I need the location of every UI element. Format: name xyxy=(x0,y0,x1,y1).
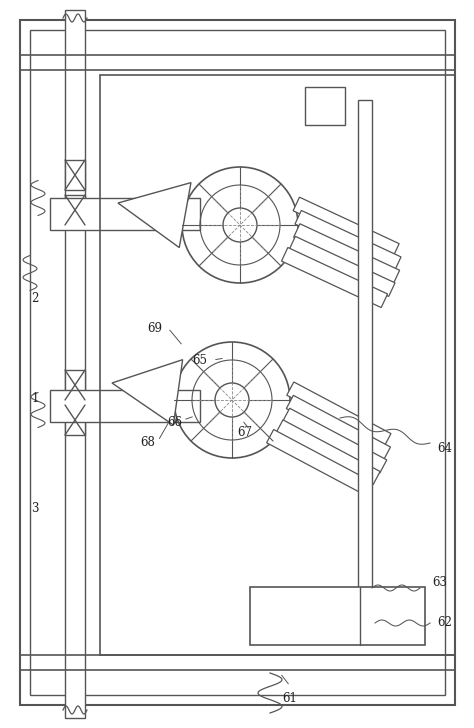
Bar xyxy=(50,390,200,422)
Bar xyxy=(65,370,85,400)
Polygon shape xyxy=(293,223,400,284)
Polygon shape xyxy=(118,183,191,248)
Polygon shape xyxy=(295,210,401,271)
Circle shape xyxy=(215,383,249,417)
Polygon shape xyxy=(112,360,182,425)
Text: 63: 63 xyxy=(432,577,447,590)
Bar xyxy=(65,160,85,190)
Text: 62: 62 xyxy=(438,617,453,630)
Text: 67: 67 xyxy=(237,427,253,440)
Polygon shape xyxy=(287,382,391,447)
Bar xyxy=(65,10,85,718)
Text: 68: 68 xyxy=(141,437,155,449)
Text: 69: 69 xyxy=(147,322,163,334)
Bar xyxy=(100,75,455,655)
Polygon shape xyxy=(286,395,391,460)
Text: 65: 65 xyxy=(192,354,208,366)
Bar xyxy=(358,100,372,590)
Polygon shape xyxy=(289,237,395,296)
Text: 3: 3 xyxy=(31,502,39,515)
Polygon shape xyxy=(282,248,388,307)
Text: 1: 1 xyxy=(31,392,39,405)
Text: 61: 61 xyxy=(283,692,298,705)
Bar xyxy=(50,198,200,230)
Polygon shape xyxy=(266,430,371,494)
Text: 64: 64 xyxy=(438,441,453,454)
Polygon shape xyxy=(283,408,387,473)
Bar xyxy=(65,405,85,435)
Polygon shape xyxy=(293,197,399,257)
Bar xyxy=(305,87,345,125)
Bar xyxy=(65,195,85,225)
Circle shape xyxy=(223,208,257,242)
Polygon shape xyxy=(276,420,380,485)
Text: 66: 66 xyxy=(167,416,182,430)
Bar xyxy=(30,30,445,695)
Bar xyxy=(250,587,425,645)
Text: 2: 2 xyxy=(31,291,39,304)
